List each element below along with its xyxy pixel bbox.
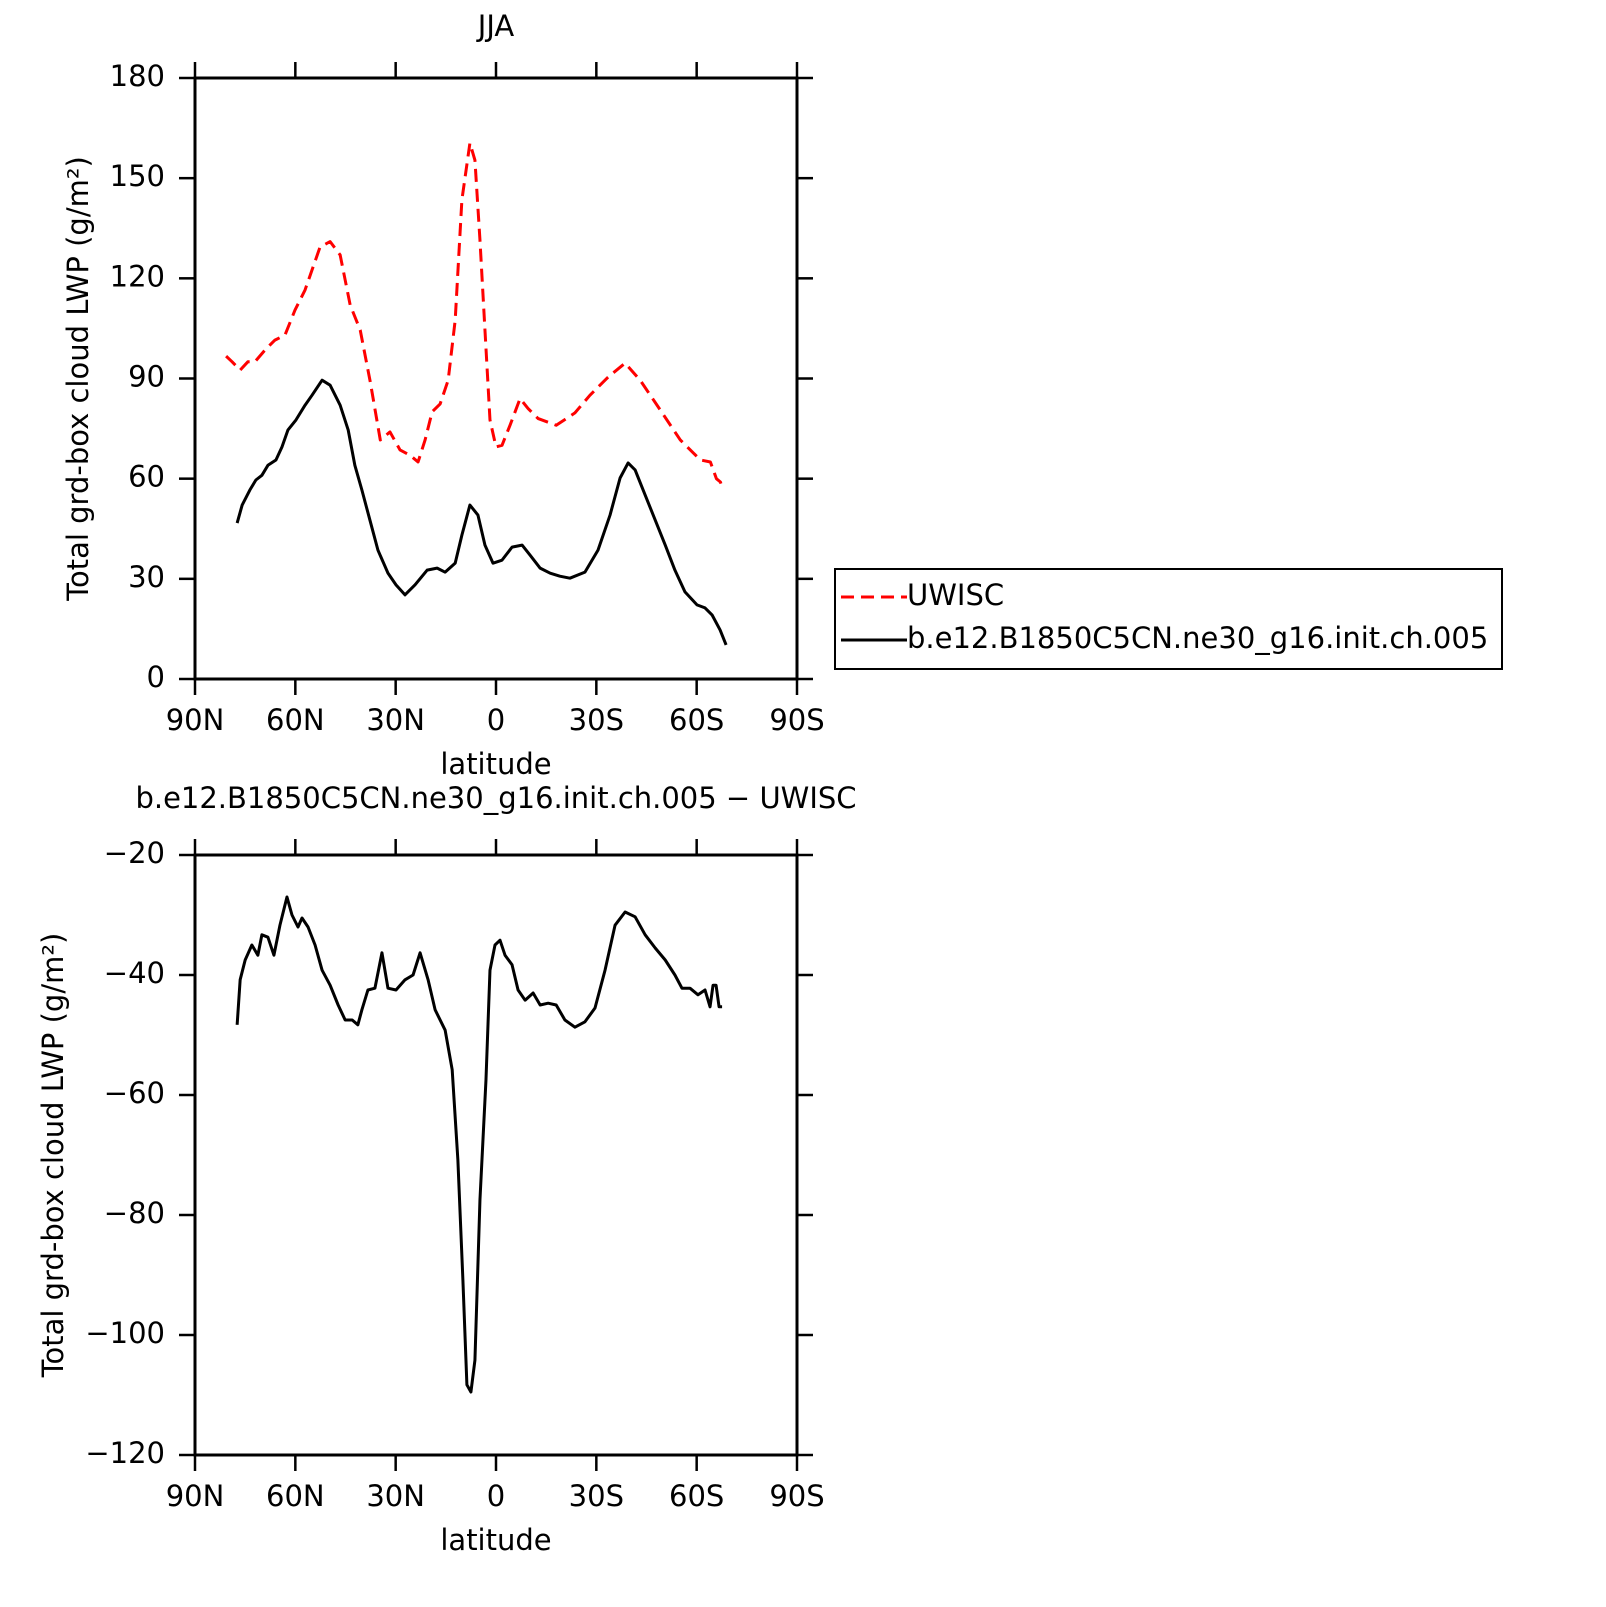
x-tick-label: 0	[487, 703, 505, 737]
chart-title: JJA	[476, 9, 515, 43]
x-tick-label: 60N	[266, 1479, 325, 1513]
legend-label: b.e12.B1850C5CN.ne30_g16.init.ch.005	[907, 621, 1488, 655]
y-tick-label: 180	[110, 59, 165, 93]
y-tick-label: −100	[85, 1316, 165, 1350]
chart-title: b.e12.B1850C5CN.ne30_g16.init.ch.005 − U…	[135, 781, 856, 815]
y-tick-label: 90	[128, 360, 165, 394]
y-axis-label: Total grd-box cloud LWP (g/m²)	[36, 933, 70, 1379]
y-tick-label: 0	[147, 660, 165, 694]
y-tick-label: 120	[110, 259, 165, 293]
y-tick-label: −120	[85, 1436, 165, 1470]
x-tick-label: 30S	[569, 1479, 624, 1513]
x-tick-label: 30N	[366, 1479, 425, 1513]
y-axis-label: Total grd-box cloud LWP (g/m²)	[61, 156, 95, 602]
x-axis-label: latitude	[440, 1523, 551, 1557]
x-tick-label: 90S	[769, 1479, 824, 1513]
x-tick-label: 60N	[266, 703, 325, 737]
y-tick-label: 30	[128, 560, 165, 594]
x-tick-label: 90N	[166, 1479, 225, 1513]
y-tick-label: −20	[104, 836, 165, 870]
data-line	[235, 895, 723, 1394]
plot-frame	[193, 853, 799, 1457]
x-axis-label: latitude	[440, 747, 551, 781]
plot-frame	[193, 76, 799, 681]
y-tick-label: 60	[128, 460, 165, 494]
x-tick-label: 90N	[166, 703, 225, 737]
legend-label: UWISC	[907, 578, 1004, 612]
y-tick-label: 150	[110, 159, 165, 193]
x-tick-label: 0	[487, 1479, 505, 1513]
data-line	[235, 378, 728, 646]
x-tick-label: 60S	[669, 703, 724, 737]
x-tick-label: 90S	[769, 703, 824, 737]
y-tick-label: −80	[104, 1196, 165, 1230]
y-tick-label: −40	[104, 956, 165, 990]
x-tick-label: 30N	[366, 703, 425, 737]
x-tick-label: 30S	[569, 703, 624, 737]
x-tick-label: 60S	[669, 1479, 724, 1513]
y-tick-label: −60	[104, 1076, 165, 1110]
legend-box	[834, 568, 1503, 670]
data-line	[225, 141, 724, 488]
